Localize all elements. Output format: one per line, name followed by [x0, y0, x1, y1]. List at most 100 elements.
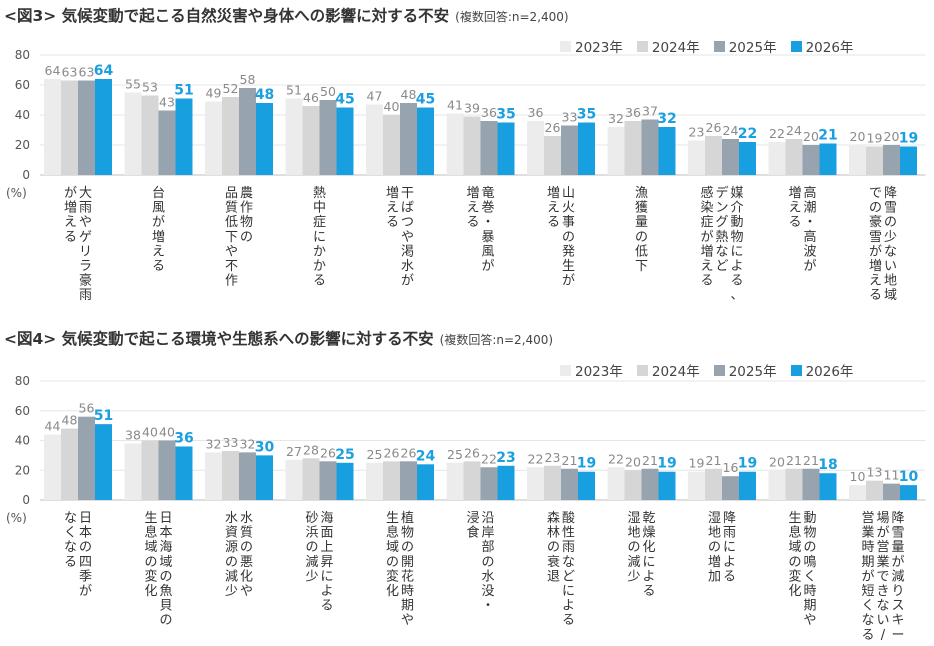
category-label-char: リ	[79, 244, 92, 259]
data-label: 47	[367, 89, 383, 104]
category-label-char: や	[240, 584, 253, 599]
category-label-char: な	[884, 244, 897, 259]
category-label-char: 症	[700, 215, 713, 230]
bar	[866, 146, 883, 175]
category-label-char: 日	[79, 511, 92, 526]
category-label-char: 増	[64, 201, 77, 216]
category-label-char: り	[891, 584, 904, 599]
category-label-char: な	[876, 599, 889, 614]
category-label-char: が	[401, 274, 414, 289]
data-label: 33	[223, 435, 239, 450]
category-label-char: ・	[803, 215, 816, 230]
bar	[785, 139, 803, 175]
bar	[400, 103, 417, 175]
category-label-char: 不	[225, 259, 238, 274]
legend-swatch-2023	[560, 364, 571, 376]
bar	[785, 468, 803, 500]
data-label: 28	[303, 442, 319, 457]
category-label-char: 竜	[481, 186, 494, 201]
bar	[883, 483, 900, 500]
category-label-char: な	[861, 613, 874, 628]
category-label-char: 物	[401, 526, 414, 541]
legend-item-2026: 2026年	[790, 36, 853, 56]
legend-label-2024: 2024年	[651, 364, 700, 380]
category-label-char: キ	[891, 613, 904, 628]
legend-swatch-2024	[636, 40, 648, 52]
category-label-char: の	[635, 230, 648, 245]
category-label-char: 乾	[642, 511, 655, 526]
category-label-char: 雨	[79, 288, 92, 303]
category-label-char: 少	[225, 584, 238, 599]
category-label-char: る	[320, 599, 333, 614]
category-label-char: な	[715, 244, 728, 259]
category-label-char: 下	[635, 259, 648, 274]
data-label: 52	[223, 81, 239, 96]
category-label-char: の	[159, 613, 172, 628]
data-label: 24	[786, 123, 802, 138]
bar	[95, 424, 112, 500]
category-label-char: 源	[225, 540, 238, 555]
category-label-char: る	[386, 215, 399, 230]
category-label-char: 豪	[869, 214, 882, 230]
category-label-char: 高	[803, 185, 816, 201]
data-label: 23	[689, 125, 705, 140]
category-label-char: の	[803, 540, 816, 555]
y-tick-label: 80	[15, 48, 30, 62]
category-label-char: る	[562, 613, 575, 628]
bar	[561, 125, 578, 175]
category-label-char: 営	[876, 540, 889, 555]
legend-swatch-2025	[713, 364, 725, 376]
data-label: 43	[159, 95, 175, 110]
bar	[336, 107, 354, 175]
data-label: 50	[320, 84, 336, 99]
category-label-char: の	[79, 540, 92, 555]
data-label: 32	[240, 436, 256, 451]
category-label-char: 水	[481, 569, 494, 584]
category-label-char: え	[386, 201, 399, 216]
data-label: 20	[850, 129, 866, 144]
category-label-char: 季	[79, 569, 92, 584]
category-label-char: に	[723, 540, 736, 555]
category-label-char: え	[466, 201, 479, 216]
category-label-char: 上	[320, 540, 333, 555]
chart4-title: <図4> 気候変動で起こる環境や生態系への影響に対する不安 (複数回答:n=2,4…	[4, 327, 553, 349]
category-label-char: え	[64, 215, 77, 230]
category-label-char: 本	[159, 526, 172, 541]
bar	[78, 80, 95, 175]
data-label: 20	[769, 454, 785, 469]
category-label-char: 介	[730, 201, 743, 216]
data-label: 48	[401, 87, 417, 102]
bar	[205, 101, 222, 175]
bar	[366, 104, 383, 175]
category-label-char: に	[730, 244, 743, 259]
category-label-char: る	[466, 215, 479, 230]
category-label-char: 鳴	[803, 555, 816, 570]
bar	[256, 455, 273, 500]
data-label: 19	[867, 131, 883, 146]
data-label: 10	[899, 469, 919, 485]
category-label-char: 開	[401, 555, 414, 570]
data-label: 40	[159, 425, 175, 440]
category-label-char: ど	[562, 569, 575, 584]
category-label-char: の	[159, 569, 172, 584]
category-label-char: 、	[730, 288, 743, 303]
category-label-char: 事	[562, 215, 575, 230]
category-label-char: の	[481, 555, 494, 570]
legend-label-2023: 2023年	[575, 364, 623, 380]
category-label-char: 物	[730, 230, 743, 245]
category-label-char: 地	[627, 526, 640, 541]
category-label-char: か	[313, 244, 326, 259]
bar	[497, 122, 515, 175]
category-label-char: 湿	[627, 511, 640, 526]
category-label-char: ン	[715, 201, 728, 216]
data-label: 51	[286, 83, 302, 98]
bar	[446, 462, 464, 500]
category-label-char: 海	[159, 540, 172, 555]
category-label-char: /	[881, 628, 886, 643]
category-label-char: 干	[401, 186, 414, 201]
data-label: 63	[79, 65, 95, 80]
category-label-char: の	[562, 230, 575, 245]
category-label-char: 豪	[79, 273, 92, 289]
bar	[302, 458, 320, 500]
